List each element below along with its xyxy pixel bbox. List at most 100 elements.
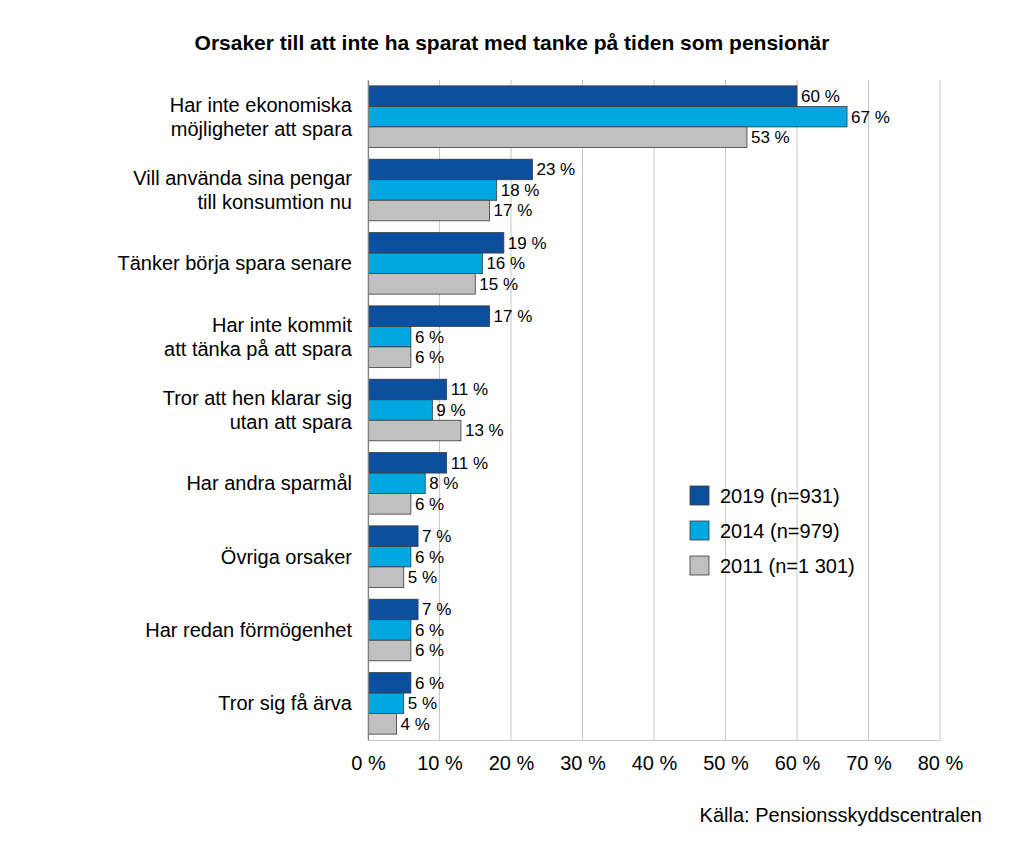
grid-line <box>797 80 798 740</box>
data-label: 7 % <box>422 600 451 619</box>
plot: 60 %23 %19 %17 %11 %11 %7 %7 %6 %67 %18 … <box>117 80 963 774</box>
category-label-line: utan att spara <box>230 411 353 433</box>
bar <box>368 453 447 474</box>
category-label: Tänker börja spara senare <box>117 252 352 274</box>
data-label: 5 % <box>408 568 437 587</box>
data-labels: 60 %23 %19 %17 %11 %11 %7 %7 %6 %67 %18 … <box>401 87 890 734</box>
grid-line <box>725 80 726 740</box>
legend-label: 2019 (n=931) <box>720 485 840 507</box>
tick: 10 % <box>417 740 463 774</box>
grid-line <box>868 80 869 740</box>
chart: Orsaker till att inte ha sparat med tank… <box>0 0 1024 848</box>
bar <box>368 159 532 180</box>
bar <box>368 714 397 735</box>
grid-line <box>654 80 655 740</box>
category-label-line: Har andra sparmål <box>186 472 352 494</box>
tick: Övriga orsaker <box>221 546 368 568</box>
data-label: 6 % <box>415 328 444 347</box>
tick-label: 40 % <box>632 752 678 774</box>
bar <box>368 473 425 494</box>
data-label: 5 % <box>408 694 437 713</box>
data-label: 16 % <box>486 254 525 273</box>
tick: 60 % <box>775 740 821 774</box>
source: Källa: Pensionsskyddscentralen <box>700 804 982 826</box>
legend-swatch <box>690 486 709 505</box>
grid-line <box>368 80 369 740</box>
bar <box>368 620 411 641</box>
category-label-line: Har inte kommit <box>212 314 352 336</box>
bar <box>368 546 411 567</box>
data-label: 11 % <box>451 380 489 399</box>
category-label-line: möjligheter att spara <box>171 118 353 140</box>
category-label: Tror sig få ärva <box>218 692 353 714</box>
bar <box>368 127 747 148</box>
data-label: 11 % <box>451 454 489 473</box>
bar <box>368 693 404 714</box>
category-label: Har inte ekonomiskamöjligheter att spara <box>170 94 353 140</box>
data-label: 9 % <box>436 401 465 420</box>
grid-line <box>582 80 583 740</box>
axis-line <box>369 740 941 741</box>
tick: Vill använda sina pengartill konsumtion … <box>133 167 368 213</box>
legend-swatch <box>690 521 709 540</box>
tick-label: 20 % <box>489 752 535 774</box>
category-label-line: Tror sig få ärva <box>218 692 353 714</box>
category-label-line: Övriga orsaker <box>221 546 352 568</box>
data-label: 13 % <box>465 421 504 440</box>
legend-item: 2019 (n=931) <box>690 485 840 507</box>
tick-label: 10 % <box>417 752 463 774</box>
bar <box>368 599 418 620</box>
bar <box>368 567 404 588</box>
category-label-line: Vill använda sina pengar <box>133 167 352 189</box>
tick: Tror sig få ärva <box>218 692 368 714</box>
tick: Har andra sparmål <box>186 472 368 494</box>
tick-label: 30 % <box>560 752 606 774</box>
tick: Har redan förmögenhet <box>145 619 368 641</box>
category-label: Vill använda sina pengartill konsumtion … <box>133 167 352 213</box>
bar <box>368 526 418 547</box>
category-label-line: Tror att hen klarar sig <box>163 387 352 409</box>
tick-label: 50 % <box>703 752 749 774</box>
category-label: Har andra sparmål <box>186 472 352 494</box>
x-axis: 0 %10 %20 %30 %40 %50 %60 %70 %80 % <box>351 740 963 774</box>
category-label-line: att tänka på att spara <box>164 338 353 360</box>
bar <box>368 180 497 201</box>
category-label-line: till konsumtion nu <box>197 191 352 213</box>
data-label: 6 % <box>415 621 444 640</box>
category-label-line: Har redan förmögenhet <box>145 619 352 641</box>
data-label: 17 % <box>494 307 533 326</box>
bar <box>368 253 482 274</box>
data-label: 15 % <box>479 275 518 294</box>
tick-label: 60 % <box>775 752 821 774</box>
legend-item: 2011 (n=1 301) <box>690 555 855 577</box>
tick-label: 0 % <box>351 752 386 774</box>
tick: Tror att hen klarar sigutan att spara <box>163 387 368 433</box>
bar <box>368 673 411 694</box>
tick: 20 % <box>489 740 535 774</box>
data-label: 6 % <box>415 674 444 693</box>
category-label-line: Tänker börja spara senare <box>117 252 352 274</box>
data-label: 53 % <box>751 128 790 147</box>
bar <box>368 347 411 368</box>
grid-line <box>940 80 941 740</box>
data-label: 6 % <box>415 641 444 660</box>
tick: 50 % <box>703 740 749 774</box>
data-label: 6 % <box>415 548 444 567</box>
tick: 0 % <box>351 740 386 774</box>
bar <box>368 306 490 327</box>
tick: 70 % <box>846 740 892 774</box>
tick: Har inte ekonomiskamöjligheter att spara <box>170 94 368 140</box>
bar <box>368 274 475 295</box>
data-label: 17 % <box>494 201 533 220</box>
tick: Har inte kommitatt tänka på att spara <box>164 314 368 360</box>
bar <box>368 494 411 515</box>
bar <box>368 233 504 254</box>
axis-line <box>368 81 369 741</box>
data-label: 8 % <box>429 474 458 493</box>
tick: Tänker börja spara senare <box>117 252 368 274</box>
category-label: Har inte kommitatt tänka på att spara <box>164 314 353 360</box>
bar <box>368 400 432 421</box>
tick: 40 % <box>632 740 678 774</box>
data-label: 19 % <box>508 234 547 253</box>
data-label: 23 % <box>536 160 575 179</box>
